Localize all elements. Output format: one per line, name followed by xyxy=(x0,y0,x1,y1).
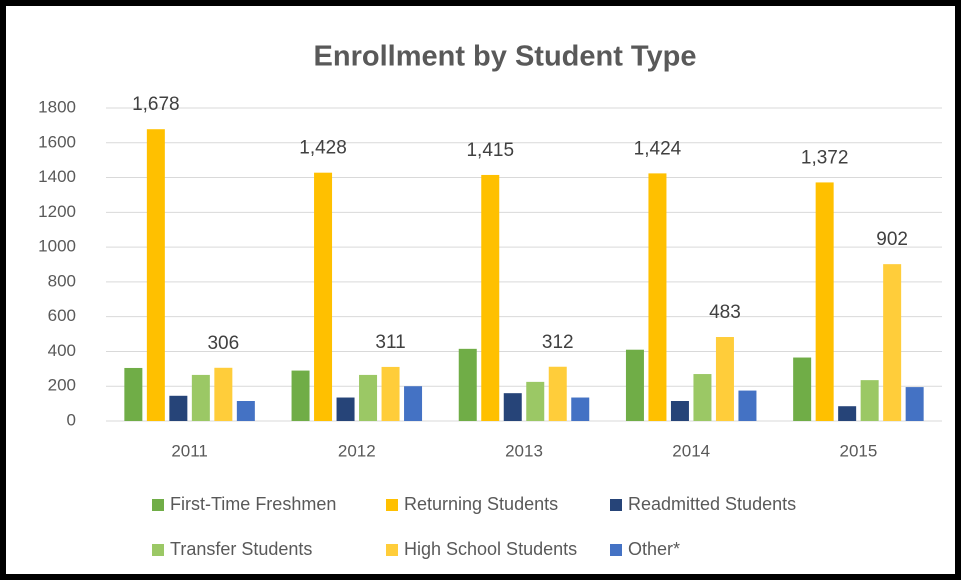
legend-swatch xyxy=(610,544,622,556)
y-tick-label: 1200 xyxy=(38,202,76,221)
legend-label: Returning Students xyxy=(404,494,558,514)
data-label: 1,415 xyxy=(466,140,514,161)
bar xyxy=(838,406,857,421)
bar xyxy=(625,349,644,421)
legend-label: High School Students xyxy=(404,539,577,559)
data-label: 1,428 xyxy=(299,138,347,159)
y-tick-label: 0 xyxy=(67,410,76,429)
bar xyxy=(458,348,477,421)
bar xyxy=(236,401,255,421)
data-label: 1,678 xyxy=(132,94,180,115)
data-label: 902 xyxy=(876,229,908,250)
bar xyxy=(481,174,500,421)
data-label: 312 xyxy=(542,332,574,353)
bar xyxy=(715,337,734,421)
x-tick-label: 2012 xyxy=(338,441,376,460)
bar xyxy=(905,387,924,421)
legend-swatch xyxy=(610,499,622,511)
bar xyxy=(314,172,333,421)
data-label: 311 xyxy=(375,332,405,353)
bar xyxy=(883,264,902,421)
bar xyxy=(169,395,188,421)
legend-swatch xyxy=(386,544,398,556)
y-tick-label: 1600 xyxy=(38,132,76,151)
y-tick-label: 1800 xyxy=(38,97,76,116)
y-tick-label: 1400 xyxy=(38,167,76,186)
legend-label: Transfer Students xyxy=(170,539,312,559)
bar xyxy=(214,367,233,421)
bar xyxy=(381,366,400,421)
y-tick-label: 800 xyxy=(48,271,76,290)
bar xyxy=(291,370,310,421)
bar xyxy=(146,129,165,421)
bar xyxy=(336,397,355,421)
legend-label: First-Time Freshmen xyxy=(170,494,336,514)
bar xyxy=(670,401,689,421)
y-tick-label: 200 xyxy=(48,376,76,395)
bar xyxy=(860,380,879,421)
bar xyxy=(526,381,545,421)
legend-swatch xyxy=(386,499,398,511)
chart-title: Enrollment by Student Type xyxy=(314,41,697,73)
bar xyxy=(793,357,812,421)
bar xyxy=(548,366,567,421)
x-tick-label: 2015 xyxy=(839,441,877,460)
data-label: 306 xyxy=(207,333,239,354)
x-tick-label: 2014 xyxy=(672,441,710,460)
x-tick-label: 2011 xyxy=(171,441,208,460)
legend-swatch xyxy=(152,499,164,511)
legend-swatch xyxy=(152,544,164,556)
y-tick-label: 400 xyxy=(48,341,76,360)
x-tick-label: 2013 xyxy=(505,441,543,460)
bar xyxy=(738,390,757,421)
data-label: 1,372 xyxy=(801,147,849,168)
bar xyxy=(571,397,590,421)
y-tick-label: 1000 xyxy=(38,237,76,256)
data-label: 1,424 xyxy=(634,138,682,159)
legend-label: Other* xyxy=(628,539,680,559)
bar xyxy=(404,386,423,421)
data-label: 483 xyxy=(709,302,741,323)
bar xyxy=(359,374,378,421)
bar xyxy=(815,182,834,421)
bar xyxy=(648,173,667,421)
bar xyxy=(191,374,210,421)
y-tick-label: 600 xyxy=(48,306,76,325)
bar xyxy=(124,367,143,421)
legend-label: Readmitted Students xyxy=(628,494,796,514)
bar xyxy=(693,374,712,421)
bar xyxy=(503,393,522,421)
